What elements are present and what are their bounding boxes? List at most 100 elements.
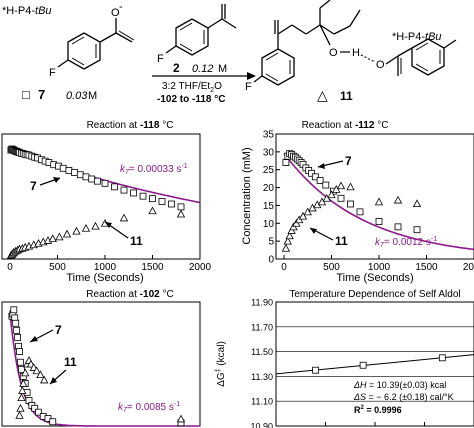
reaction-scheme: *H-P4-tBu O - F □ 7 0.03 M — [2, 0, 457, 105]
chart-118-triangle-point — [48, 234, 57, 243]
chart-102-triangle-point — [18, 386, 27, 394]
ketone-number: 2 — [173, 61, 180, 75]
chart-118-title: Reaction at -118 °C — [87, 120, 174, 131]
ketone-structure: F 2 0.12 M — [157, 4, 237, 75]
chart-temp-y-tick-label: 11.70 — [251, 322, 273, 332]
chart-112-square-point — [413, 226, 421, 234]
chart-102-label-7: 7 — [55, 323, 62, 337]
chart-118-square-point — [158, 198, 166, 205]
enolate-conc-unit: M — [88, 90, 97, 102]
enolate-square-marker: □ — [22, 87, 30, 102]
ketone-conc: 0.12 — [192, 63, 213, 75]
chart-102-square-point — [14, 334, 22, 341]
chart-112-marks — [281, 150, 422, 252]
chart-102-square-point — [31, 404, 39, 412]
chart-112-label-7: 7 — [345, 154, 352, 168]
chart-102-square-point — [13, 326, 21, 334]
chart-118-square-point — [65, 167, 73, 174]
chart-102-marks — [8, 306, 186, 427]
chart-112-y-tick-label: 15 — [263, 201, 275, 212]
chart-112-x-tick-label: 0 — [281, 262, 287, 273]
chart-102-triangle-point — [176, 414, 186, 423]
chart-118-x-ticks: 0 500 1000 1500 2000 — [7, 255, 212, 273]
chart-112-label-11: 11 — [335, 234, 348, 248]
chart-112-rate-constant: k7= 0.0012 s-1 — [375, 236, 437, 249]
chart-118-square-point — [168, 200, 175, 208]
chart-118-label-11: 11 — [130, 234, 143, 248]
product-ring-left — [261, 48, 295, 86]
chart-112-y-tick-label: 35 — [263, 130, 275, 141]
chart-112-triangle-point — [336, 181, 346, 190]
chart-118-label-7: 7 — [30, 179, 37, 193]
ketone-fluorine: F — [157, 53, 164, 65]
product-base-label: *H-P4-tBu — [392, 31, 442, 43]
chart-102-square-point — [17, 358, 24, 366]
product-oxygen-2: O — [376, 59, 385, 71]
chart-112-square-point — [356, 208, 364, 216]
enolate-number: 7 — [38, 87, 45, 102]
chart-112-triangle-point — [374, 197, 384, 206]
chart-102: Reaction at -102 °C 7 11 k7= 0.0085 s-1 — [1, 289, 201, 427]
chart-112-square-point — [311, 173, 319, 181]
chart-112-x-tick-label: 2000 — [463, 262, 474, 273]
chart-112-fit-line — [283, 152, 474, 251]
product-hydrogen: H — [352, 47, 360, 59]
chart-112-triangle-point — [412, 199, 422, 208]
chart-112-square-point — [347, 200, 354, 208]
chart-temp-r2: R2 = 0.9996 — [354, 405, 402, 415]
enolate-oxygen: O — [111, 7, 120, 19]
chart-temp-y-tick-label: 11.10 — [251, 397, 273, 407]
chart-temp-y-label: ΔG‡ (kcal) — [215, 341, 227, 387]
chart-112: Reaction at -112 °C 0 500 1000 1500 2000 0 5 1… — [241, 120, 474, 284]
chart-102-square-point — [35, 408, 42, 416]
chart-112-x-tick-label: 500 — [323, 262, 340, 273]
chart-112-triangle-point — [285, 231, 294, 240]
chart-112-x-label: Time (Seconds) — [336, 272, 413, 284]
chart-102-triangle-point — [15, 411, 24, 419]
chart-temp-y-tick-label: 10.90 — [250, 422, 273, 428]
chart-112-triangle-point — [298, 211, 308, 220]
chart-102-rate-constant: k7= 0.0085 s-1 — [118, 401, 180, 414]
chart-112-square-point — [394, 223, 402, 231]
chart-112-y-tick-label: 20 — [263, 183, 275, 194]
chart-102-triangle-point — [32, 366, 41, 375]
chart-118-rate-constant: k7= 0.00033 s-1 — [120, 163, 188, 176]
chart-112-y-tick-label: 0 — [268, 255, 274, 266]
product-triangle-marker: △ — [317, 87, 328, 103]
chart-112-y-tick-label: 5 — [268, 237, 274, 248]
chart-118-triangle-point — [55, 232, 64, 241]
chart-temp-y-ticks: 10.90 11.10 11.30 11.50 11.70 11.90 — [250, 298, 474, 428]
chart-112-square-point — [322, 181, 330, 189]
chart-118-square-point — [76, 171, 84, 179]
temperature-range: -102 to -118 °C — [157, 94, 225, 105]
chart-118-square-point — [94, 177, 101, 185]
product-oxygen-1: O — [329, 47, 338, 59]
chart-118-x-tick-label: 500 — [49, 262, 66, 273]
product-fluorine: F — [245, 81, 252, 93]
chart-112-square-point — [375, 218, 383, 225]
chart-112-triangle-point — [346, 182, 355, 191]
ketone-ring — [175, 18, 209, 56]
chart-118-square-point — [82, 173, 90, 181]
chart-118-square-point — [149, 195, 156, 203]
chart-112-triangle-point — [281, 243, 291, 252]
chart-112-y-ticks: 0 5 10 15 20 25 30 35 — [263, 130, 280, 266]
chart-118-marks — [6, 145, 186, 259]
chart-temp-dS: ΔS = − 6.2 (±0.18) cal/°K — [353, 392, 454, 402]
chart-112-y-tick-label: 10 — [263, 219, 275, 230]
chart-118-triangle-point — [91, 221, 100, 230]
chart-102-square-point — [10, 306, 18, 314]
chart-118-square-point — [139, 192, 147, 200]
chart-118-square-point — [120, 186, 128, 194]
chart-112-y-tick-label: 30 — [263, 147, 275, 158]
chart-118-x-tick-label: 2000 — [189, 262, 212, 273]
enolate-ring — [67, 32, 101, 70]
chart-118-x-tick-label: 0 — [7, 262, 13, 273]
chart-112-frame — [275, 133, 474, 260]
chart-112-y-tick-label: 25 — [263, 165, 275, 176]
chart-temp-y-tick-label: 11.90 — [251, 298, 273, 308]
chart-118-x-label: Time (Seconds) — [66, 272, 143, 284]
chart-102-square-point — [16, 348, 23, 356]
product-number: 11 — [340, 89, 353, 103]
